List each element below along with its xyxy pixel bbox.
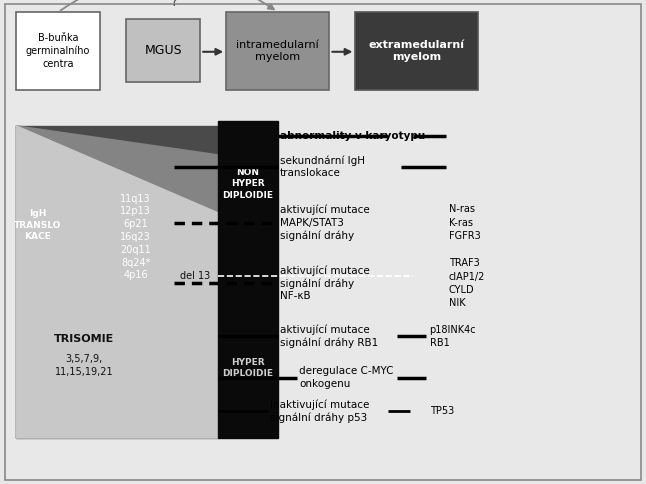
Text: inaktivující mutace
signální dráhy p53: inaktivující mutace signální dráhy p53 (270, 400, 370, 423)
Bar (16, 12, 100, 90)
Text: N-ras
K-ras
FGFR3: N-ras K-ras FGFR3 (449, 204, 481, 241)
Text: TP53: TP53 (430, 407, 454, 416)
Text: abnormality v karyotypu: abnormality v karyotypu (280, 132, 425, 141)
Text: intramedularní
myelom: intramedularní myelom (236, 40, 319, 62)
Text: sekundnární IgH
translokace: sekundnární IgH translokace (280, 155, 365, 179)
Text: deregulace C-MYC
onkogenu: deregulace C-MYC onkogenu (299, 366, 393, 389)
Text: aktivující mutace
signální dráhy
NF-κB: aktivující mutace signální dráhy NF-κB (280, 265, 370, 301)
Text: del 13: del 13 (180, 271, 210, 281)
Text: MGUS: MGUS (144, 45, 182, 57)
Text: p18INK4c
RB1: p18INK4c RB1 (430, 325, 476, 348)
Text: ?: ? (171, 0, 178, 9)
Text: 11q13
12p13
6p21
16q23
20q11
8q24*
4p16: 11q13 12p13 6p21 16q23 20q11 8q24* 4p16 (120, 194, 151, 280)
Bar (218, 121, 278, 438)
Text: B-buňka
germinalního
centra: B-buňka germinalního centra (26, 33, 90, 69)
Text: TRAF3
clAP1/2
CYLD
NIK: TRAF3 clAP1/2 CYLD NIK (449, 258, 485, 308)
Text: aktivující mutace
signální dráhy RB1: aktivující mutace signální dráhy RB1 (280, 325, 378, 348)
Bar (226, 12, 329, 90)
Text: extramedularní
myelom: extramedularní myelom (369, 40, 464, 62)
Text: HYPER
DIPLOIDIE: HYPER DIPLOIDIE (223, 358, 273, 378)
Bar (126, 19, 200, 82)
Text: 3,5,7,9,
11,15,19,21: 3,5,7,9, 11,15,19,21 (55, 354, 113, 377)
Polygon shape (16, 126, 218, 438)
Text: IgH
TRANSLO
KACE: IgH TRANSLO KACE (14, 210, 61, 241)
Bar (355, 12, 478, 90)
Polygon shape (16, 126, 218, 438)
Text: TRISOMIE: TRISOMIE (54, 334, 114, 344)
Text: NON
HYPER
DIPLOIDIE: NON HYPER DIPLOIDIE (223, 168, 273, 199)
Text: aktivující mutace
MAPK/STAT3
signální dráhy: aktivující mutace MAPK/STAT3 signální dr… (280, 205, 370, 241)
Polygon shape (16, 126, 218, 438)
